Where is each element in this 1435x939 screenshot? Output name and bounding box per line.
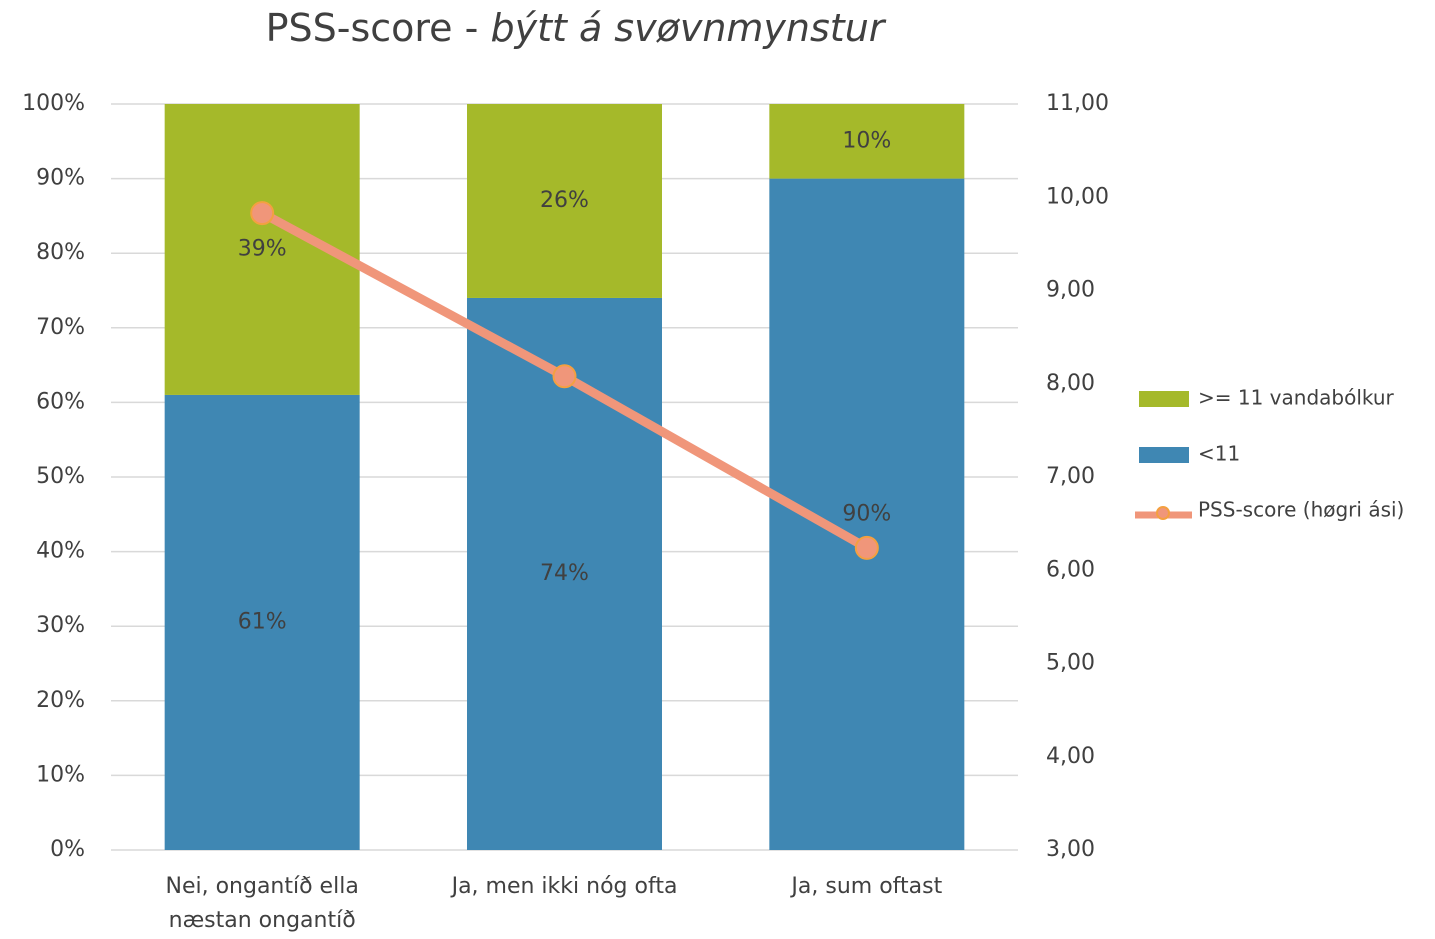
y2-tick-label: 5,00: [1046, 651, 1095, 676]
legend-marker: [1156, 506, 1170, 520]
y2-tick-label: 3,00: [1046, 837, 1095, 862]
bar-segment: [769, 104, 965, 179]
y2-tick-label: 10,00: [1046, 184, 1109, 209]
y-tick-label: 30%: [36, 613, 85, 638]
data-label: 26%: [540, 188, 589, 213]
x-tick-label: Ja, sum oftast: [791, 874, 943, 899]
data-label: 74%: [540, 561, 589, 586]
data-label: 90%: [842, 501, 891, 526]
title-text: PSS-score -: [266, 6, 479, 50]
legend-label: <11: [1198, 442, 1240, 466]
legend-swatch: [1139, 391, 1189, 407]
line-marker: [250, 201, 275, 226]
y2-tick-label: 8,00: [1046, 371, 1095, 396]
y-tick-label: 50%: [36, 464, 85, 489]
legend-swatch: [1139, 447, 1189, 463]
chart-title: PSS-score - býtt á svøvnmynstur: [266, 6, 887, 50]
line-marker: [854, 535, 879, 560]
y-tick-label: 40%: [36, 539, 85, 564]
bar-segment: [467, 104, 662, 298]
y-tick-label: 0%: [50, 837, 85, 862]
y-tick-label: 70%: [36, 315, 85, 340]
y2-tick-label: 6,00: [1046, 557, 1095, 582]
bar-segment: [467, 297, 662, 851]
y-tick-label: 60%: [36, 389, 85, 414]
y2-tick-label: 4,00: [1046, 744, 1095, 769]
y-tick-label: 90%: [36, 166, 85, 191]
y-tick-label: 80%: [36, 240, 85, 265]
data-label: 10%: [842, 128, 891, 153]
data-label: 39%: [238, 236, 287, 261]
legend-label: PSS-score (høgri ási): [1198, 498, 1404, 522]
legend-label: >= 11 vandabólkur: [1198, 386, 1395, 410]
x-tick-label: Nei, ongantíð ella næstan ongantíð: [165, 874, 359, 933]
y-tick-label: 10%: [36, 762, 85, 787]
y2-tick-label: 11,00: [1046, 91, 1109, 116]
x-tick-label: Ja, men ikki nóg ofta: [451, 874, 678, 899]
data-label: 61%: [238, 609, 287, 634]
y-tick-label: 100%: [22, 91, 85, 116]
y2-tick-label: 9,00: [1046, 278, 1095, 303]
bar-segment: [164, 394, 360, 850]
line-marker: [552, 364, 577, 389]
title-italic: býtt á svøvnmynstur: [490, 6, 886, 50]
y-tick-label: 20%: [36, 688, 85, 713]
y2-tick-label: 7,00: [1046, 464, 1095, 489]
